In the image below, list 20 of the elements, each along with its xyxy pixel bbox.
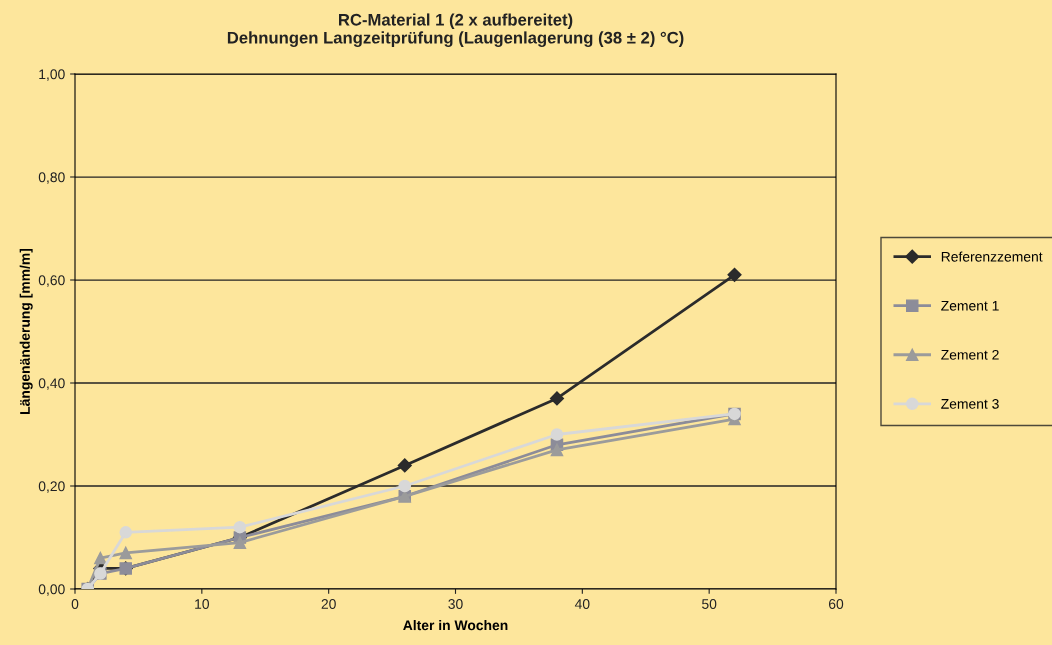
legend-label: Zement 3 xyxy=(941,398,999,409)
y-tick-label: 0,80 xyxy=(38,172,65,184)
legend-label: Zement 1 xyxy=(941,301,999,311)
x-axis-title: Alter in Wochen xyxy=(403,620,508,631)
y-tick-label: 0,60 xyxy=(38,275,65,287)
x-tick-label: 0 xyxy=(71,599,79,609)
legend-label: Referenzzement xyxy=(941,251,1043,262)
x-tick-label: 10 xyxy=(195,599,210,609)
x-tick-label: 60 xyxy=(828,599,844,609)
x-tick-label: 50 xyxy=(702,599,717,609)
x-tick-label: 40 xyxy=(574,599,590,609)
legend-label: Zement 2 xyxy=(941,349,999,360)
y-tick-label: 0,00 xyxy=(38,584,65,596)
y-tick-label: 0,20 xyxy=(38,481,65,493)
y-tick-label: 0,40 xyxy=(38,378,65,390)
y-tick-label: 1,00 xyxy=(39,69,65,81)
x-tick-label: 30 xyxy=(448,599,463,609)
x-tick-label: 20 xyxy=(321,599,336,609)
chart-title: RC-Material 1 (2 x aufbereitet) Dehnungen Langzeitprüfung (Laugenlagerung (38 ± 2) °C) xyxy=(227,13,684,47)
y-axis-title: Längenänderung [mm/m] xyxy=(19,248,33,414)
